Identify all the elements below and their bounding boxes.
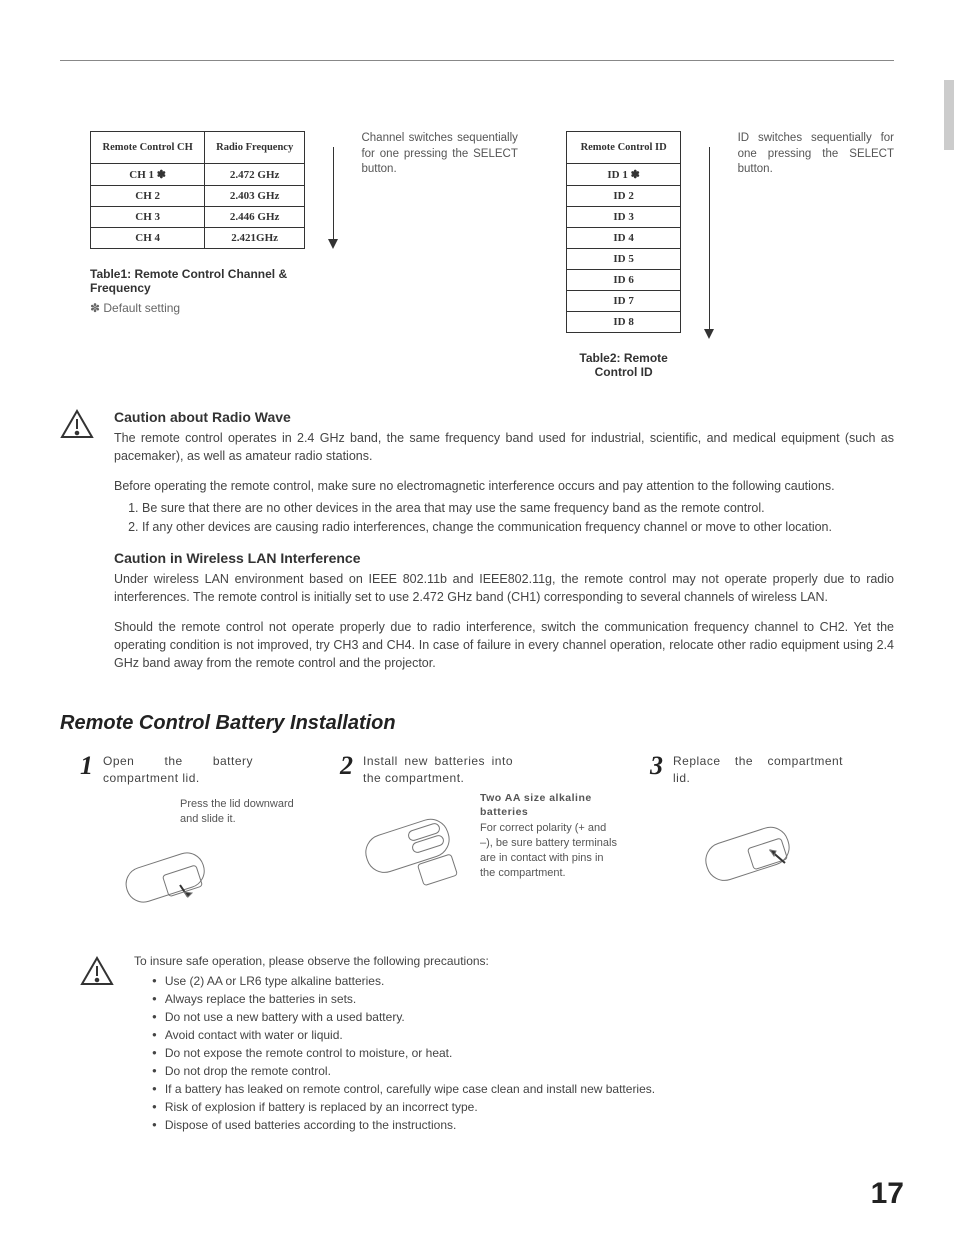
table1-arrow-icon bbox=[325, 141, 341, 251]
top-rule bbox=[60, 60, 894, 61]
list-item: Do not drop the remote control. bbox=[152, 1062, 894, 1080]
list-item: If any other devices are causing radio i… bbox=[142, 518, 894, 536]
step2-sub-bold: Two AA size alkaline batteries bbox=[480, 791, 620, 819]
table2-block: Remote Control ID ID 1 ✽ ID 2 ID 3 ID 4 … bbox=[566, 131, 681, 379]
list-item: Dispose of used batteries according to t… bbox=[152, 1116, 894, 1134]
table2-caption: Table2: Remote Control ID bbox=[566, 351, 681, 379]
remote-diagram-1 bbox=[110, 835, 330, 928]
table-row: ID 8 bbox=[567, 312, 681, 333]
list-item: Do not expose the remote control to mois… bbox=[152, 1044, 894, 1062]
caution-radio-p2: Before operating the remote control, mak… bbox=[114, 477, 894, 495]
list-item: Be sure that there are no other devices … bbox=[142, 499, 894, 517]
table-row: ID 6 bbox=[567, 270, 681, 291]
list-item: Always replace the batteries in sets. bbox=[152, 990, 894, 1008]
warning-icon bbox=[80, 956, 118, 1134]
remote-diagram-3 bbox=[690, 805, 890, 903]
table-row: CH 1 ✽2.472 GHz bbox=[91, 164, 305, 186]
table-row: ID 1 ✽ bbox=[567, 164, 681, 186]
step-text: Install new batteries into the compartme… bbox=[363, 753, 513, 787]
caution-lan-p2: Should the remote control not operate pr… bbox=[114, 618, 894, 672]
warning-icon bbox=[60, 409, 98, 684]
caution-lan-heading: Caution in Wireless LAN Interference bbox=[114, 550, 894, 566]
table2-header: Remote Control ID bbox=[567, 132, 681, 164]
page-tab bbox=[944, 80, 954, 150]
step-3: 3 Replace the compartment lid. bbox=[650, 753, 890, 927]
list-item: Risk of explosion if battery is replaced… bbox=[152, 1098, 894, 1116]
table1: Remote Control CH Radio Frequency CH 1 ✽… bbox=[90, 131, 305, 249]
step-text: Replace the compartment lid. bbox=[673, 753, 843, 787]
remote-diagram-2 bbox=[350, 797, 480, 895]
caution-lan-p1: Under wireless LAN environment based on … bbox=[114, 570, 894, 606]
table1-col1-header: Remote Control CH bbox=[91, 132, 205, 164]
table1-description: Channel switches sequentially for one pr… bbox=[361, 131, 517, 178]
step-number: 3 bbox=[650, 753, 663, 779]
page-number: 17 bbox=[871, 1177, 904, 1211]
battery-steps: 1 Open the battery compartment lid. Pres… bbox=[80, 753, 894, 927]
step2-sub-text: For correct polarity (+ and –), be sure … bbox=[480, 822, 617, 879]
table2-arrow-icon bbox=[701, 141, 717, 341]
tables-section: Remote Control CH Radio Frequency CH 1 ✽… bbox=[60, 131, 894, 379]
caution-radio-section: Caution about Radio Wave The remote cont… bbox=[60, 409, 894, 684]
list-item: Do not use a new battery with a used bat… bbox=[152, 1008, 894, 1026]
table-row: ID 4 bbox=[567, 228, 681, 249]
precautions-intro: To insure safe operation, please observe… bbox=[134, 952, 894, 970]
default-setting-note: ✽ Default setting bbox=[90, 301, 305, 315]
table-row: CH 22.403 GHz bbox=[91, 186, 305, 207]
caution-radio-list: Be sure that there are no other devices … bbox=[142, 499, 894, 535]
battery-heading: Remote Control Battery Installation bbox=[60, 712, 894, 735]
table-row: ID 3 bbox=[567, 207, 681, 228]
table-row: ID 7 bbox=[567, 291, 681, 312]
step-number: 2 bbox=[340, 753, 353, 779]
list-item: Use (2) AA or LR6 type alkaline batterie… bbox=[152, 972, 894, 990]
step-2: 2 Install new batteries into the compart… bbox=[340, 753, 640, 927]
precautions-list: Use (2) AA or LR6 type alkaline batterie… bbox=[152, 972, 894, 1134]
precautions-section: To insure safe operation, please observe… bbox=[80, 952, 894, 1134]
list-item: If a battery has leaked on remote contro… bbox=[152, 1080, 894, 1098]
table1-block: Remote Control CH Radio Frequency CH 1 ✽… bbox=[90, 131, 305, 315]
step-number: 1 bbox=[80, 753, 93, 779]
step-1: 1 Open the battery compartment lid. Pres… bbox=[80, 753, 330, 927]
table-row: CH 32.446 GHz bbox=[91, 207, 305, 228]
caution-radio-p1: The remote control operates in 2.4 GHz b… bbox=[114, 429, 894, 465]
list-item: Avoid contact with water or liquid. bbox=[152, 1026, 894, 1044]
table-row: ID 5 bbox=[567, 249, 681, 270]
caution-radio-heading: Caution about Radio Wave bbox=[114, 409, 894, 425]
table1-caption: Table1: Remote Control Channel & Frequen… bbox=[90, 267, 305, 295]
table-row: ID 2 bbox=[567, 186, 681, 207]
step-text: Open the battery compartment lid. bbox=[103, 753, 253, 787]
step2-sub: Two AA size alkaline batteries For corre… bbox=[480, 791, 620, 895]
table2-description: ID switches sequentially for one pressin… bbox=[738, 131, 894, 178]
step1-sub: Press the lid downward and slide it. bbox=[180, 797, 310, 827]
table2: Remote Control ID ID 1 ✽ ID 2 ID 3 ID 4 … bbox=[566, 131, 681, 333]
table-row: CH 42.421GHz bbox=[91, 228, 305, 249]
table1-col2-header: Radio Frequency bbox=[205, 132, 305, 164]
